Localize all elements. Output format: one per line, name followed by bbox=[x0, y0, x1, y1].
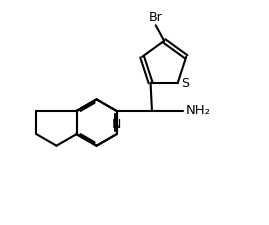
Text: S: S bbox=[181, 77, 189, 90]
Text: NH₂: NH₂ bbox=[186, 104, 211, 117]
Text: Br: Br bbox=[149, 11, 162, 24]
Text: N: N bbox=[112, 118, 121, 130]
